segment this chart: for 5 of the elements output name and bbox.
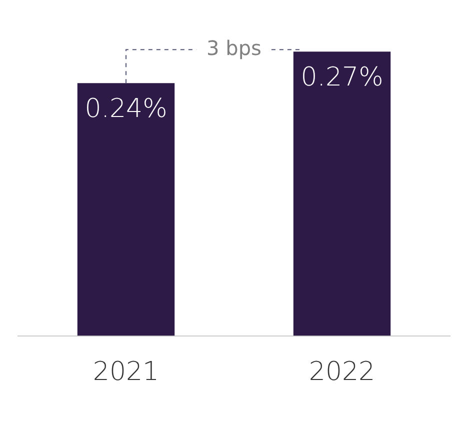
x-tick-label: 2022: [308, 357, 376, 388]
data-label: 0.24%: [84, 94, 168, 124]
annotation: 3 bps: [206, 36, 262, 60]
data-label: 0.27%: [300, 62, 384, 92]
x-tick-label: 2021: [92, 357, 160, 388]
